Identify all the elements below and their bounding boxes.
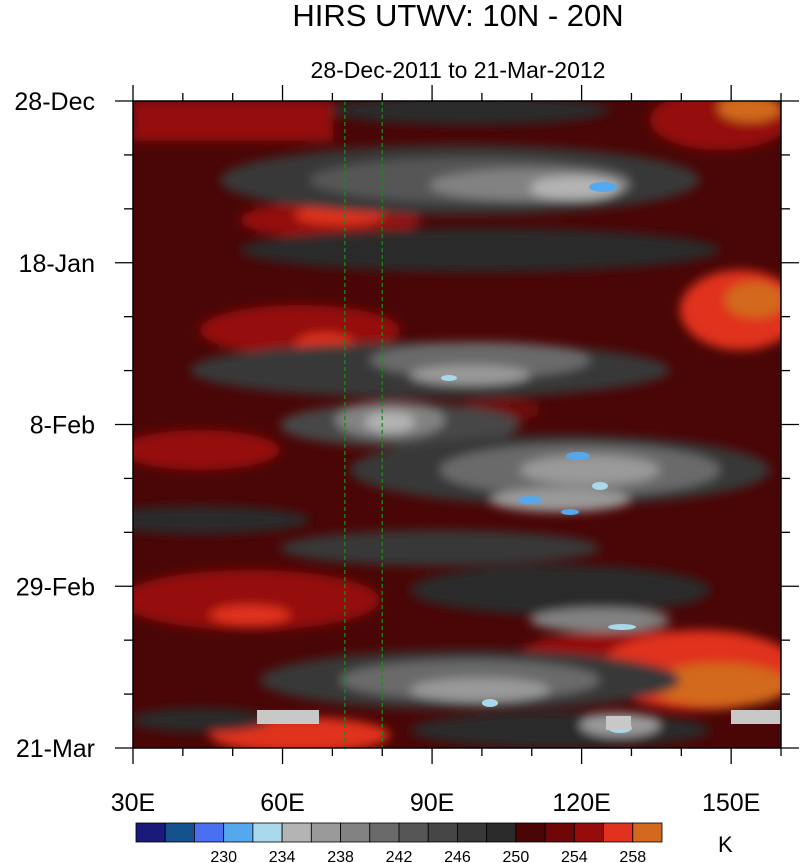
colorbar-swatch bbox=[515, 822, 546, 843]
x-axis: 30E 60E 90E 120E 150E bbox=[111, 85, 782, 817]
colorbar-swatch bbox=[427, 822, 458, 843]
y-tick-label: 21-Mar bbox=[16, 735, 95, 763]
colorbar-swatch bbox=[573, 822, 604, 843]
chart-subtitle: 28-Dec-2011 to 21-Mar-2012 bbox=[310, 57, 606, 83]
colorbar-label: 246 bbox=[444, 849, 471, 863]
colorbar-swatch bbox=[369, 822, 400, 843]
colorbar-swatch bbox=[194, 822, 225, 843]
x-tick-label: 120E bbox=[552, 789, 610, 817]
colorbar-swatch bbox=[310, 822, 341, 843]
colorbar-swatch bbox=[281, 822, 312, 843]
y-tick-label: 8-Feb bbox=[30, 412, 95, 440]
colorbar-label: 254 bbox=[561, 849, 588, 863]
colorbar-swatch bbox=[457, 822, 488, 843]
colorbar-swatch bbox=[223, 822, 254, 843]
colorbar-swatch bbox=[544, 822, 575, 843]
colorbar-swatch bbox=[398, 822, 429, 843]
y-tick-label: 28-Dec bbox=[14, 88, 95, 116]
contour-field bbox=[133, 101, 781, 748]
x-tick-label: 150E bbox=[702, 789, 760, 817]
colorbar-swatch bbox=[340, 822, 371, 843]
colorbar-label: 230 bbox=[210, 849, 237, 863]
colorbar-swatch bbox=[252, 822, 283, 843]
colorbar-swatch bbox=[603, 822, 634, 843]
colorbar-label: 234 bbox=[269, 849, 296, 863]
x-tick-label: 60E bbox=[260, 789, 304, 817]
colorbar-unit: K bbox=[718, 832, 733, 857]
colorbar-label: 258 bbox=[619, 849, 646, 863]
colorbar: 230 234 238 242 246 250 254 258 bbox=[135, 822, 663, 863]
colorbar-label: 242 bbox=[386, 849, 413, 863]
colorbar-swatch bbox=[632, 822, 663, 843]
reference-lines bbox=[344, 101, 383, 748]
colorbar-swatch bbox=[135, 822, 166, 843]
colorbar-swatch bbox=[164, 822, 195, 843]
chart-title: HIRS UTWV: 10N - 20N bbox=[292, 0, 624, 33]
y-tick-label: 18-Jan bbox=[19, 250, 95, 278]
colorbar-label: 238 bbox=[327, 849, 354, 863]
x-tick-label: 90E bbox=[410, 789, 454, 817]
x-tick-label: 30E bbox=[111, 789, 155, 817]
y-tick-label: 29-Feb bbox=[16, 573, 95, 601]
colorbar-label: 250 bbox=[503, 849, 530, 863]
colorbar-swatch bbox=[486, 822, 517, 843]
y-axis: 28-Dec 18-Jan 8-Feb 29-Feb 21-Mar bbox=[14, 88, 799, 763]
